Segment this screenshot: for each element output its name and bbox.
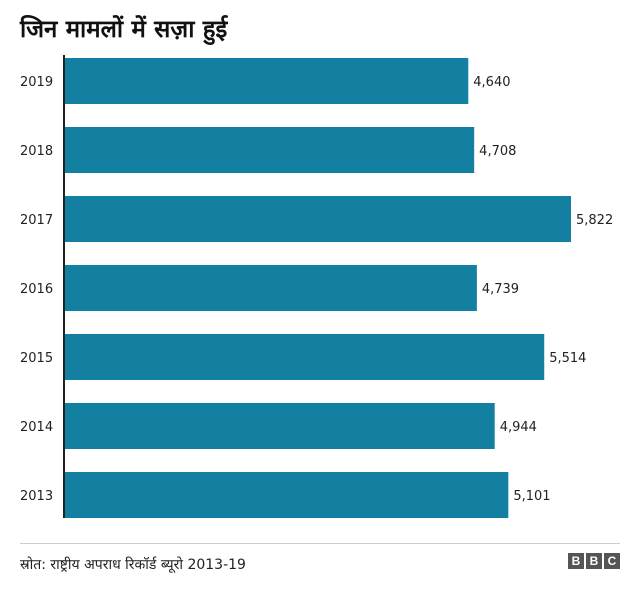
bbc-logo: B B C — [568, 553, 620, 569]
bbc-logo-letter: C — [604, 553, 620, 569]
bar-2016 — [65, 265, 477, 311]
value-label: 4,944 — [500, 420, 537, 435]
bar-2019 — [65, 58, 469, 104]
bar-chart: 2019 4,640 2018 4,708 2017 5,822 2016 4,739 2015… — [20, 55, 613, 518]
y-tick-label: 2018 — [20, 144, 53, 159]
y-tick-label: 2019 — [20, 75, 53, 90]
bar-2013 — [65, 472, 509, 518]
value-label: 5,101 — [513, 489, 550, 504]
footer-divider — [20, 543, 620, 544]
bbc-logo-letter: B — [586, 553, 602, 569]
y-tick-label: 2014 — [20, 420, 53, 435]
value-label: 4,708 — [479, 144, 516, 159]
y-tick-label: 2017 — [20, 213, 53, 228]
bar-2014 — [65, 403, 495, 449]
y-tick-label: 2016 — [20, 282, 53, 297]
bbc-logo-letter: B — [568, 553, 584, 569]
y-tick-label: 2013 — [20, 489, 53, 504]
value-label: 5,822 — [576, 213, 613, 228]
bar-2015 — [65, 334, 545, 380]
bar-2018 — [65, 127, 475, 173]
bar-2017 — [65, 196, 571, 242]
value-label: 4,640 — [473, 75, 510, 90]
y-tick-label: 2015 — [20, 351, 53, 366]
chart-title: जिन मामलों में सज़ा हुई — [20, 15, 228, 43]
value-label: 4,739 — [482, 282, 519, 297]
source-note: स्रोत: राष्ट्रीय अपराध रिकॉर्ड ब्यूरो 20… — [20, 557, 246, 573]
value-label: 5,514 — [549, 351, 586, 366]
